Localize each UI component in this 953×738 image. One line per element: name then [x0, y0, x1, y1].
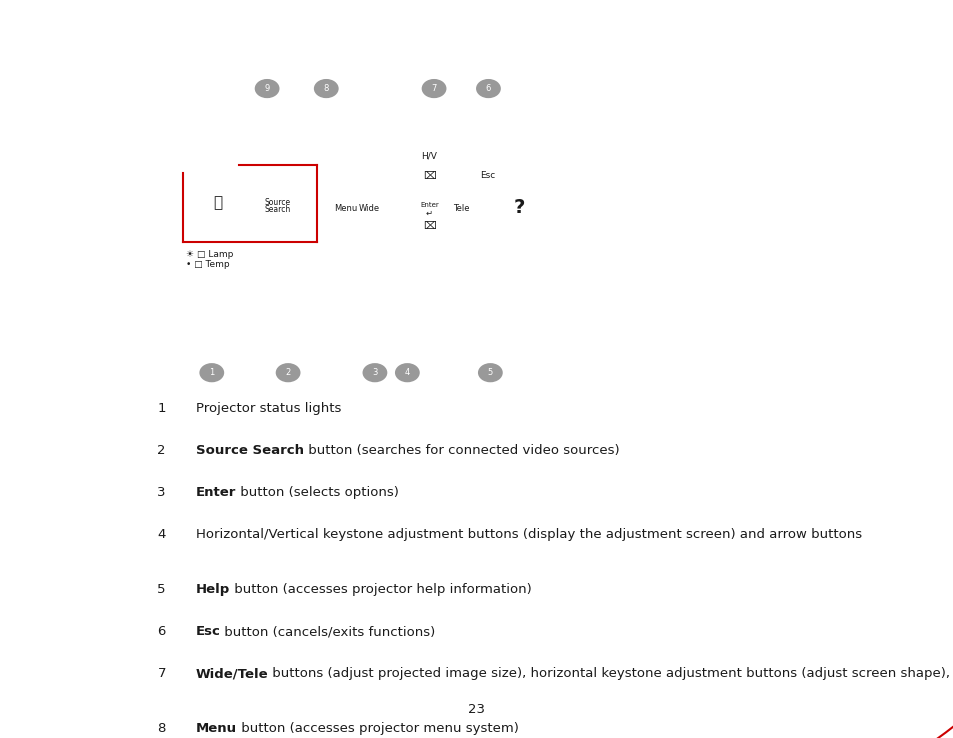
Text: Enter: Enter [419, 202, 438, 208]
Text: ⏻: ⏻ [213, 195, 222, 210]
Circle shape [314, 79, 338, 98]
Text: button (accesses projector menu system): button (accesses projector menu system) [236, 722, 518, 735]
Text: ⌧: ⌧ [422, 221, 436, 231]
Text: button (searches for connected video sources): button (searches for connected video sou… [303, 444, 618, 458]
Circle shape [362, 363, 387, 382]
Text: 2: 2 [285, 368, 291, 377]
Circle shape [477, 363, 502, 382]
Text: Enter: Enter [195, 486, 235, 500]
Text: 4: 4 [157, 528, 166, 542]
Text: ⌧: ⌧ [422, 171, 436, 182]
Circle shape [395, 363, 419, 382]
Text: 7: 7 [431, 84, 436, 93]
Text: 3: 3 [157, 486, 166, 500]
Text: • □ Temp: • □ Temp [186, 260, 230, 269]
Text: Search: Search [264, 205, 290, 214]
Text: Projector Parts - Control Panel: Projector Parts - Control Panel [100, 35, 398, 53]
Text: ☀ □ Lamp: ☀ □ Lamp [186, 250, 233, 259]
Text: 23: 23 [468, 703, 485, 716]
Text: Menu: Menu [334, 204, 356, 213]
Text: Menu: Menu [195, 722, 236, 735]
Circle shape [275, 363, 300, 382]
Text: Esc: Esc [479, 171, 495, 180]
Circle shape [254, 79, 279, 98]
Text: buttons (adjust projected image size), horizontal keystone adjustment buttons (a: buttons (adjust projected image size), h… [268, 667, 953, 680]
Text: button (accesses projector help information): button (accesses projector help informat… [230, 583, 531, 596]
Circle shape [199, 363, 224, 382]
Text: 8: 8 [157, 722, 166, 735]
Text: 5: 5 [487, 368, 493, 377]
Text: 6: 6 [157, 625, 166, 638]
Text: ?: ? [513, 198, 524, 217]
Text: Source: Source [264, 198, 290, 207]
Text: 1: 1 [157, 402, 166, 415]
Circle shape [476, 79, 500, 98]
Text: Wide: Wide [358, 204, 379, 213]
Text: Tele: Tele [453, 204, 470, 213]
Text: 5: 5 [157, 583, 166, 596]
Text: H/V: H/V [421, 151, 436, 160]
Text: 8: 8 [323, 84, 329, 93]
Text: button (cancels/exits functions): button (cancels/exits functions) [220, 625, 436, 638]
Text: Source Search: Source Search [195, 444, 303, 458]
Text: 3: 3 [372, 368, 377, 377]
Text: 1: 1 [209, 368, 214, 377]
Text: ↵: ↵ [425, 209, 433, 218]
Text: Wide/Tele: Wide/Tele [195, 667, 268, 680]
Text: 4: 4 [404, 368, 410, 377]
Circle shape [189, 183, 246, 227]
Text: Help: Help [195, 583, 230, 596]
Text: 6: 6 [485, 84, 491, 93]
Text: button (selects options): button (selects options) [235, 486, 398, 500]
Text: 9: 9 [264, 84, 270, 93]
Text: Projector status lights: Projector status lights [195, 402, 340, 415]
Text: 2: 2 [157, 444, 166, 458]
Text: 7: 7 [157, 667, 166, 680]
Circle shape [404, 189, 454, 227]
Text: Esc: Esc [195, 625, 220, 638]
Text: Horizontal/Vertical keystone adjustment buttons (display the adjustment screen) : Horizontal/Vertical keystone adjustment … [195, 528, 861, 542]
Circle shape [421, 79, 446, 98]
